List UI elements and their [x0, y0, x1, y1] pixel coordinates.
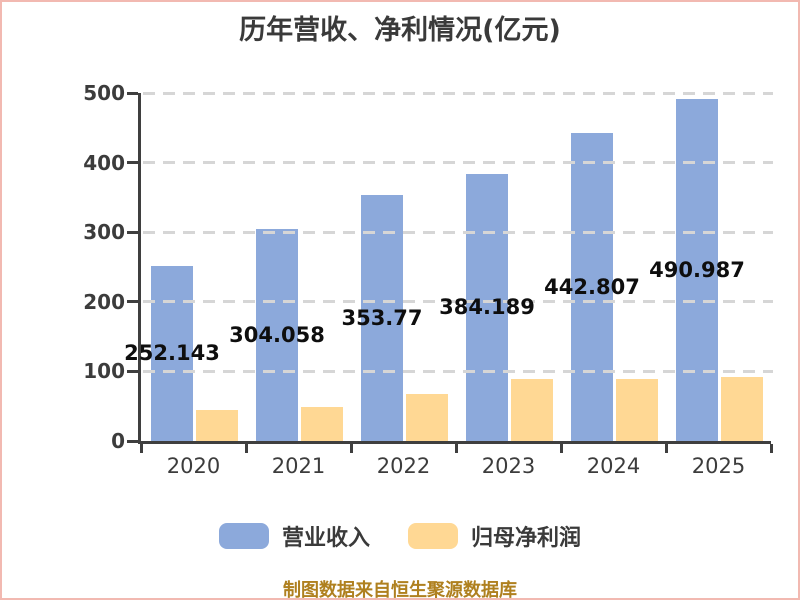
legend-label-revenue: 营业收入 [281, 526, 370, 551]
x-axis-tick [454, 444, 458, 453]
value-label-revenue-2021: 304.058 [229, 323, 325, 348]
y-axis-tick-label: 500 [83, 81, 125, 105]
y-axis-tick [127, 439, 138, 443]
bar-net-profit-2022 [406, 393, 448, 441]
value-label-revenue-2023: 384.189 [439, 295, 535, 320]
x-axis-label-2023: 2023 [481, 454, 536, 478]
gridline-200 [143, 300, 773, 304]
value-label-revenue-2025: 490.987 [649, 258, 745, 283]
legend-label-net-profit: 归母净利润 [471, 526, 582, 551]
x-axis-label-2024: 2024 [586, 454, 641, 478]
bar-net-profit-2021 [301, 406, 343, 441]
bar-revenue-2024 [571, 132, 613, 441]
y-axis-tick-label: 200 [83, 289, 125, 314]
value-label-revenue-2020: 252.143 [124, 341, 220, 366]
legend: 营业收入 归母净利润 [2, 520, 798, 552]
y-axis-tick-label: 100 [83, 359, 125, 384]
y-axis-line [138, 93, 141, 441]
revenue-swatch-icon [218, 523, 269, 549]
x-axis-label-2025: 2025 [691, 454, 746, 478]
y-axis-tick [127, 91, 138, 95]
x-axis-tick [559, 444, 563, 453]
gridline-400 [143, 161, 773, 165]
plot-area: 0 100 200 300 400 500 252.143 2020 304.058 2021 35… [83, 83, 773, 478]
legend-item-net-profit: 归母净利润 [408, 520, 581, 552]
bar-revenue-2020 [151, 265, 193, 441]
bar-net-profit-2025 [721, 376, 763, 441]
x-axis-line [138, 441, 771, 444]
y-axis-tick [127, 369, 138, 373]
bar-revenue-2021 [256, 229, 298, 441]
value-label-revenue-2024: 442.807 [544, 274, 640, 299]
bar-net-profit-2023 [511, 379, 553, 441]
bar-revenue-2025 [676, 99, 718, 441]
x-axis-tick [349, 444, 353, 453]
x-axis-tick [244, 444, 248, 453]
y-axis-tick [127, 230, 138, 234]
x-axis-label-2020: 2020 [166, 454, 221, 478]
x-axis-tick [139, 444, 143, 453]
y-axis-tick-label: 400 [83, 150, 125, 175]
y-axis-tick [127, 161, 138, 165]
x-axis-label-2021: 2021 [271, 454, 326, 478]
bar-revenue-2023 [466, 173, 508, 441]
bar-revenue-2022 [361, 194, 403, 441]
gridline-500 [143, 91, 773, 95]
net-profit-swatch-icon [408, 523, 458, 549]
bar-net-profit-2024 [616, 379, 658, 441]
gridline-300 [143, 230, 773, 234]
x-axis-tick [664, 444, 668, 453]
x-axis-label-2022: 2022 [376, 454, 431, 478]
gridline-100 [143, 369, 773, 373]
chart-title: 历年营收、净利情况(亿元) [239, 15, 561, 46]
y-axis-tick [127, 300, 138, 304]
legend-item-revenue: 营业收入 [218, 520, 370, 552]
y-axis-tick-label: 300 [83, 220, 125, 245]
x-axis-tick [769, 444, 773, 453]
y-axis-tick-label: 0 [111, 429, 125, 453]
data-source-footer: 制图数据来自恒生聚源数据库 [283, 580, 517, 600]
value-label-revenue-2022: 353.77 [341, 305, 423, 330]
bar-net-profit-2020 [196, 410, 238, 441]
